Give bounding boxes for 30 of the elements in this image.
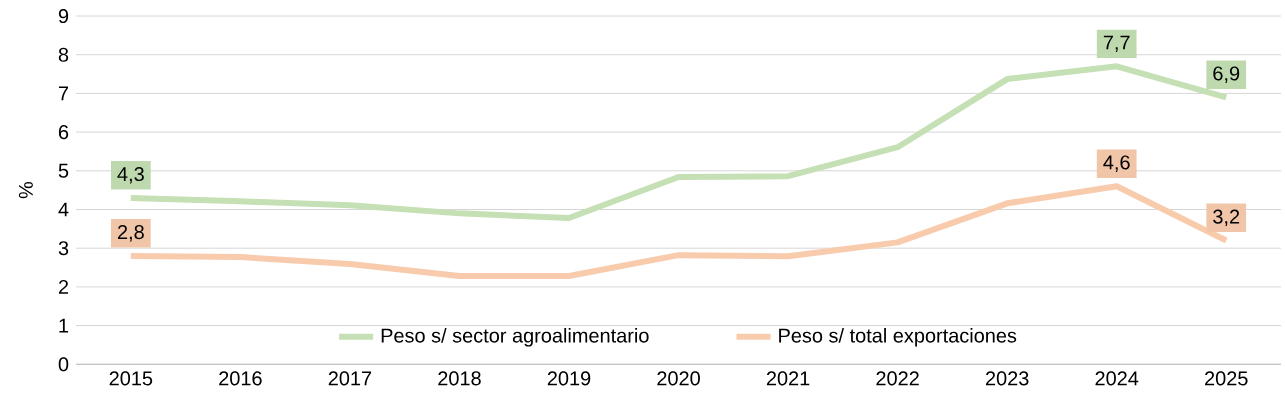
legend-label: Peso s/ sector agroalimentario <box>381 327 649 347</box>
x-tick-label: 2018 <box>438 371 481 386</box>
legend-label: Peso s/ total exportaciones <box>779 327 1017 347</box>
data-label: 3,2 <box>1213 209 1240 226</box>
data-label: 4,6 <box>1103 155 1130 172</box>
x-tick-label: 2022 <box>876 371 919 386</box>
data-label: 7,7 <box>1103 35 1130 52</box>
y-tick-label: 6 <box>58 124 69 140</box>
y-tick-label: 8 <box>58 47 69 62</box>
y-axis-title: % <box>18 181 33 199</box>
x-tick-label: 2019 <box>547 371 591 386</box>
y-tick-label: 4 <box>58 202 69 217</box>
x-tick-label: 2024 <box>1095 371 1139 386</box>
y-tick-label: 2 <box>58 279 69 294</box>
y-tick-label: 7 <box>58 86 69 101</box>
y-tick-label: 9 <box>58 8 69 23</box>
x-tick-label: 2023 <box>985 371 1029 386</box>
data-label: 2,8 <box>117 224 144 242</box>
y-tick-label: 3 <box>58 240 69 256</box>
x-tick-label: 2021 <box>766 371 810 386</box>
x-tick-label: 2020 <box>657 371 700 386</box>
x-tick-label: 2025 <box>1205 371 1248 386</box>
data-label: 6,9 <box>1213 66 1240 83</box>
y-tick-label: 1 <box>59 318 69 333</box>
x-tick-label: 2015 <box>109 371 153 386</box>
x-tick-label: 2016 <box>219 371 262 386</box>
y-tick-label: 5 <box>58 163 69 178</box>
y-tick-label: 0 <box>58 357 69 372</box>
data-label: 4,3 <box>117 166 144 184</box>
x-tick-label: 2017 <box>328 371 372 386</box>
